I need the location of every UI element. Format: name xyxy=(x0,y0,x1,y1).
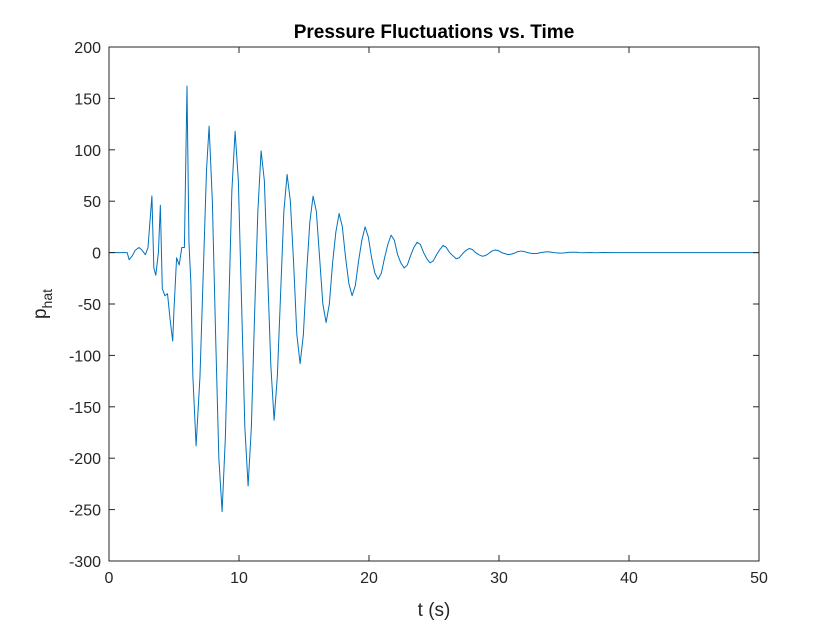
y-tick-label: 100 xyxy=(74,143,101,160)
y-tick-label: -200 xyxy=(69,451,101,468)
plot-area xyxy=(109,47,759,561)
series-layer xyxy=(109,85,759,513)
x-axis-label: t (s) xyxy=(418,600,451,621)
y-tick-label: 0 xyxy=(92,246,101,263)
x-tick-label: 10 xyxy=(230,570,248,587)
x-tick-label: 20 xyxy=(360,570,378,587)
x-tick-label: 40 xyxy=(620,570,638,587)
y-tick-label: 200 xyxy=(74,40,101,57)
chart-title: Pressure Fluctuations vs. Time xyxy=(294,22,575,43)
y-axis-label-main: p xyxy=(30,308,51,319)
axes-layer: 0 10 20 30 40 50 -300 -250 -200 -150 -100 -50 0 50 100… xyxy=(69,40,768,587)
y-tick-label: -300 xyxy=(69,554,101,571)
y-axis-label-subscript: hat xyxy=(39,289,55,309)
y-tick-label: 50 xyxy=(83,194,101,211)
series-line-0 xyxy=(109,85,759,513)
y-tick-label: -50 xyxy=(78,297,101,314)
y-tick-label: 150 xyxy=(74,91,101,108)
y-tick-label: -150 xyxy=(69,400,101,417)
x-tick-label: 30 xyxy=(490,570,508,587)
y-tick-label: -250 xyxy=(69,503,101,520)
y-axis-label: phat xyxy=(30,289,55,319)
x-tick-label: 0 xyxy=(105,570,114,587)
x-tick-label: 50 xyxy=(750,570,768,587)
y-tick-label: -100 xyxy=(69,348,101,365)
